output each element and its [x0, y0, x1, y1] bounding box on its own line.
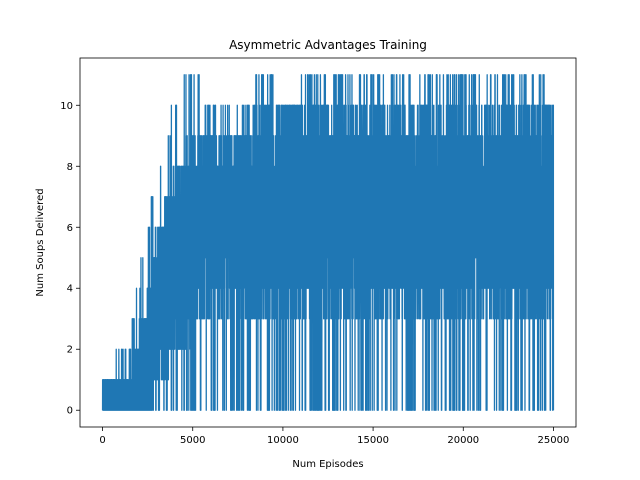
- y-tick-label: 10: [60, 101, 73, 112]
- y-tick-label: 0: [67, 406, 73, 417]
- x-tick-label: 20000: [447, 435, 479, 446]
- y-tick-label: 6: [67, 223, 73, 234]
- y-tick-label: 4: [67, 284, 73, 295]
- chart-title: Asymmetric Advantages Training: [229, 38, 427, 52]
- y-tick-label: 2: [67, 345, 73, 356]
- x-tick-label: 25000: [538, 435, 570, 446]
- x-tick-label: 15000: [357, 435, 389, 446]
- y-axis-ticks: 0 2 4 6 8 10: [60, 101, 80, 417]
- plot-frame: [79, 57, 577, 428]
- x-tick-label: 0: [99, 435, 105, 446]
- x-axis-ticks: 0 5000 10000 15000 20000 25000: [99, 427, 569, 446]
- x-tick-label: 5000: [180, 435, 205, 446]
- x-axis-label: Num Episodes: [292, 459, 363, 470]
- x-tick-label: 10000: [267, 435, 299, 446]
- y-tick-label: 8: [67, 162, 73, 173]
- series-line: [101, 74, 555, 411]
- y-axis-label: Num Soups Delivered: [35, 188, 46, 296]
- plot-area: [101, 74, 555, 411]
